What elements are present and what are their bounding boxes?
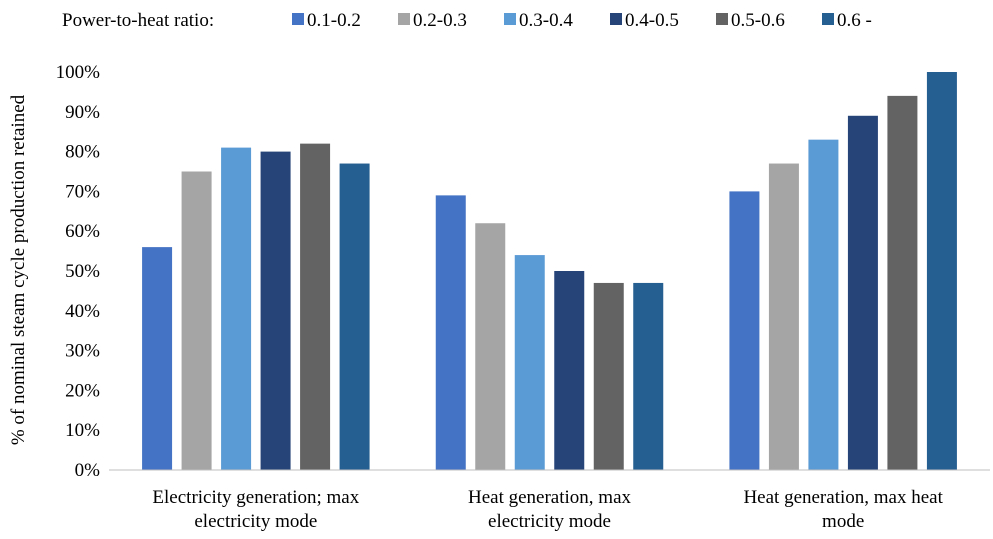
y-axis-label: % of nominal steam cycle production reta… xyxy=(8,94,29,445)
bar-0-2-0-3-cat-1 xyxy=(181,171,212,470)
y-tick-label: 40% xyxy=(65,301,100,322)
legend-swatch xyxy=(822,13,834,25)
x-tick-label: Heat generation, max electricity mode xyxy=(468,487,632,532)
y-tick-label: 20% xyxy=(65,380,100,401)
legend-label: 0.5-0.6 xyxy=(731,10,785,31)
x-axis: Electricity generation; max electricity m… xyxy=(152,487,943,532)
x-tick-label: Electricity generation; max electricity m… xyxy=(152,487,359,532)
bar-0-6-cat-1 xyxy=(339,163,370,471)
legend-swatch xyxy=(716,13,728,25)
bar-0-1-0-2-cat-1 xyxy=(142,247,173,470)
legend-swatch xyxy=(504,13,516,25)
bar-0-5-0-6-cat-2 xyxy=(593,282,624,470)
x-tick-label-line: mode xyxy=(822,511,864,532)
y-tick-label: 0% xyxy=(75,460,101,481)
legend-label: 0.6 - xyxy=(837,10,872,31)
bar-0-4-0-5-cat-1 xyxy=(260,151,291,470)
legend-swatch xyxy=(398,13,410,25)
x-tick-label-line: Heat generation, max xyxy=(468,487,632,508)
bar-0-3-0-4-cat-1 xyxy=(221,147,252,470)
bar-0-1-0-2-cat-2 xyxy=(435,195,466,470)
bar-0-6-cat-2 xyxy=(633,282,664,470)
x-tick-label-line: electricity mode xyxy=(488,511,611,532)
legend-swatch xyxy=(292,13,304,25)
x-tick-label-line: electricity mode xyxy=(194,511,317,532)
bar-0-5-0-6-cat-1 xyxy=(300,143,331,470)
legend: 0.1-0.2 0.2-0.3 0.3-0.4 0.4-0.5 0.5-0.6 0.6 - xyxy=(292,10,872,31)
legend-swatch xyxy=(610,13,622,25)
bar-0-3-0-4-cat-3 xyxy=(808,139,839,470)
x-tick-label-line: Heat generation, max heat xyxy=(743,487,943,508)
y-axis: 0% 10% 20% 30% 40% 50% 60% 70% 80% 90% 100% xyxy=(56,62,101,481)
bar-0-5-0-6-cat-3 xyxy=(887,95,918,470)
bar-0-6-cat-3 xyxy=(926,72,957,470)
x-tick-label: Heat generation, max heat mode xyxy=(743,487,943,532)
legend-label: 0.3-0.4 xyxy=(519,10,573,31)
y-tick-label: 70% xyxy=(65,181,100,202)
bar-0-2-0-3-cat-2 xyxy=(475,223,506,470)
y-tick-label: 60% xyxy=(65,221,100,242)
x-tick-label-line: Electricity generation; max xyxy=(152,487,359,508)
y-tick-label: 90% xyxy=(65,102,100,123)
plot-area xyxy=(142,72,957,471)
bar-0-1-0-2-cat-3 xyxy=(729,191,760,470)
legend-title: Power-to-heat ratio: xyxy=(62,10,214,31)
bar-0-4-0-5-cat-2 xyxy=(554,271,585,470)
legend-label: 0.1-0.2 xyxy=(307,10,361,31)
y-tick-label: 50% xyxy=(65,261,100,282)
bar-0-2-0-3-cat-3 xyxy=(768,163,799,471)
y-tick-label: 10% xyxy=(65,420,100,441)
y-tick-label: 100% xyxy=(56,62,101,83)
y-tick-label: 80% xyxy=(65,142,100,163)
legend-label: 0.4-0.5 xyxy=(625,10,679,31)
bar-0-3-0-4-cat-2 xyxy=(514,255,545,470)
y-tick-label: 30% xyxy=(65,341,100,362)
bar-0-4-0-5-cat-3 xyxy=(847,115,878,470)
legend-label: 0.2-0.3 xyxy=(413,10,467,31)
